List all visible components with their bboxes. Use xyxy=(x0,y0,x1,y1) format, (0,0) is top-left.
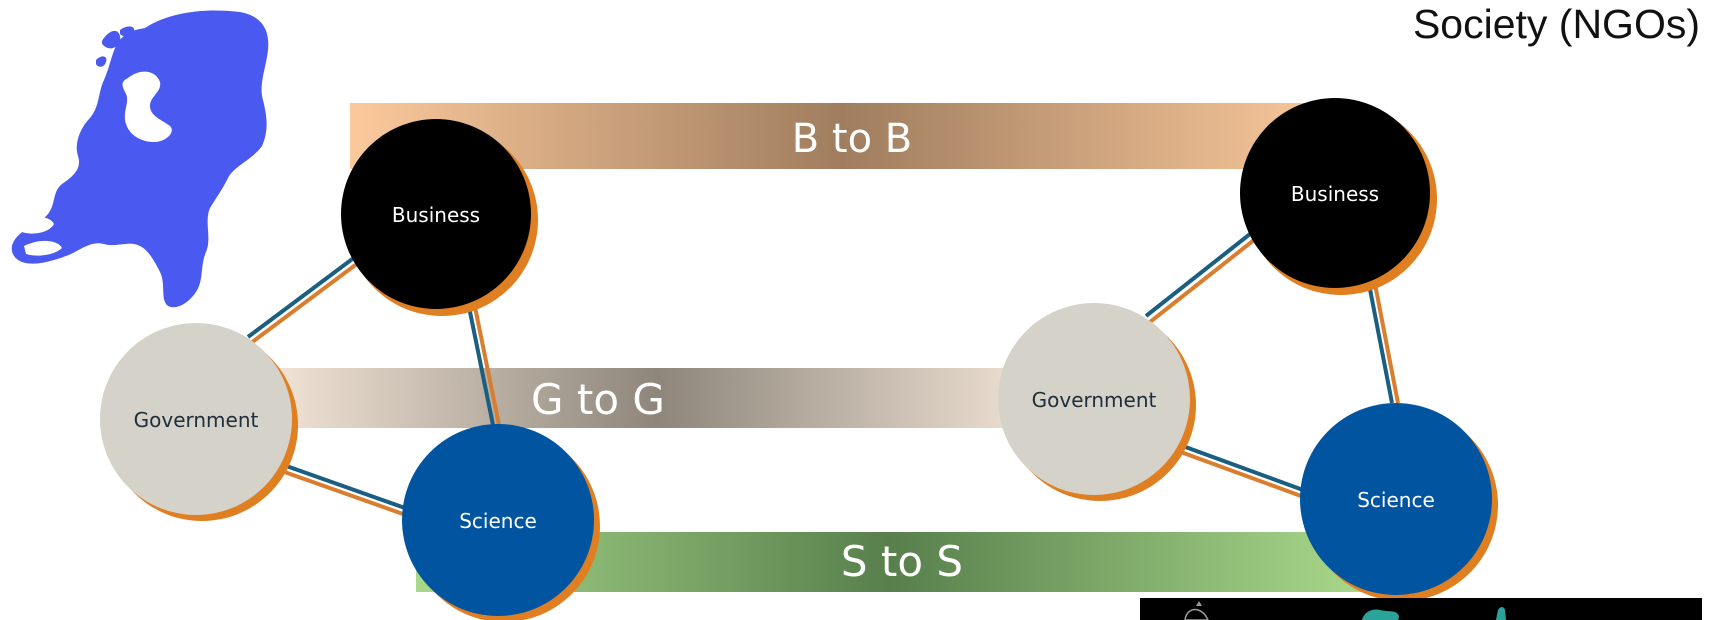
cluster-links xyxy=(246,232,1400,516)
left-government-node: Government xyxy=(100,323,298,521)
band-s2s-label: S to S xyxy=(841,537,963,586)
society-ngos-label: Society (NGOs) xyxy=(1412,1,1700,47)
right-business-label: Business xyxy=(1291,182,1379,206)
left-business-label: Business xyxy=(392,203,480,227)
right-science-label: Science xyxy=(1357,488,1435,512)
partner-logos-strip xyxy=(1140,598,1702,620)
band-b2b-label: B to B xyxy=(792,116,912,162)
right-government-label: Government xyxy=(1032,388,1157,412)
netherlands-map-icon xyxy=(11,10,269,308)
left-government-label: Government xyxy=(134,408,259,432)
left-science-node: Science xyxy=(402,424,600,620)
right-science-node: Science xyxy=(1300,403,1498,601)
band-g2g-label: G to G xyxy=(531,375,665,424)
right-business-node: Business xyxy=(1240,98,1437,295)
band-g2g: G to G xyxy=(278,368,1038,428)
left-business-node: Business xyxy=(341,119,538,316)
right-government-node: Government xyxy=(998,303,1196,501)
left-science-label: Science xyxy=(459,509,537,533)
